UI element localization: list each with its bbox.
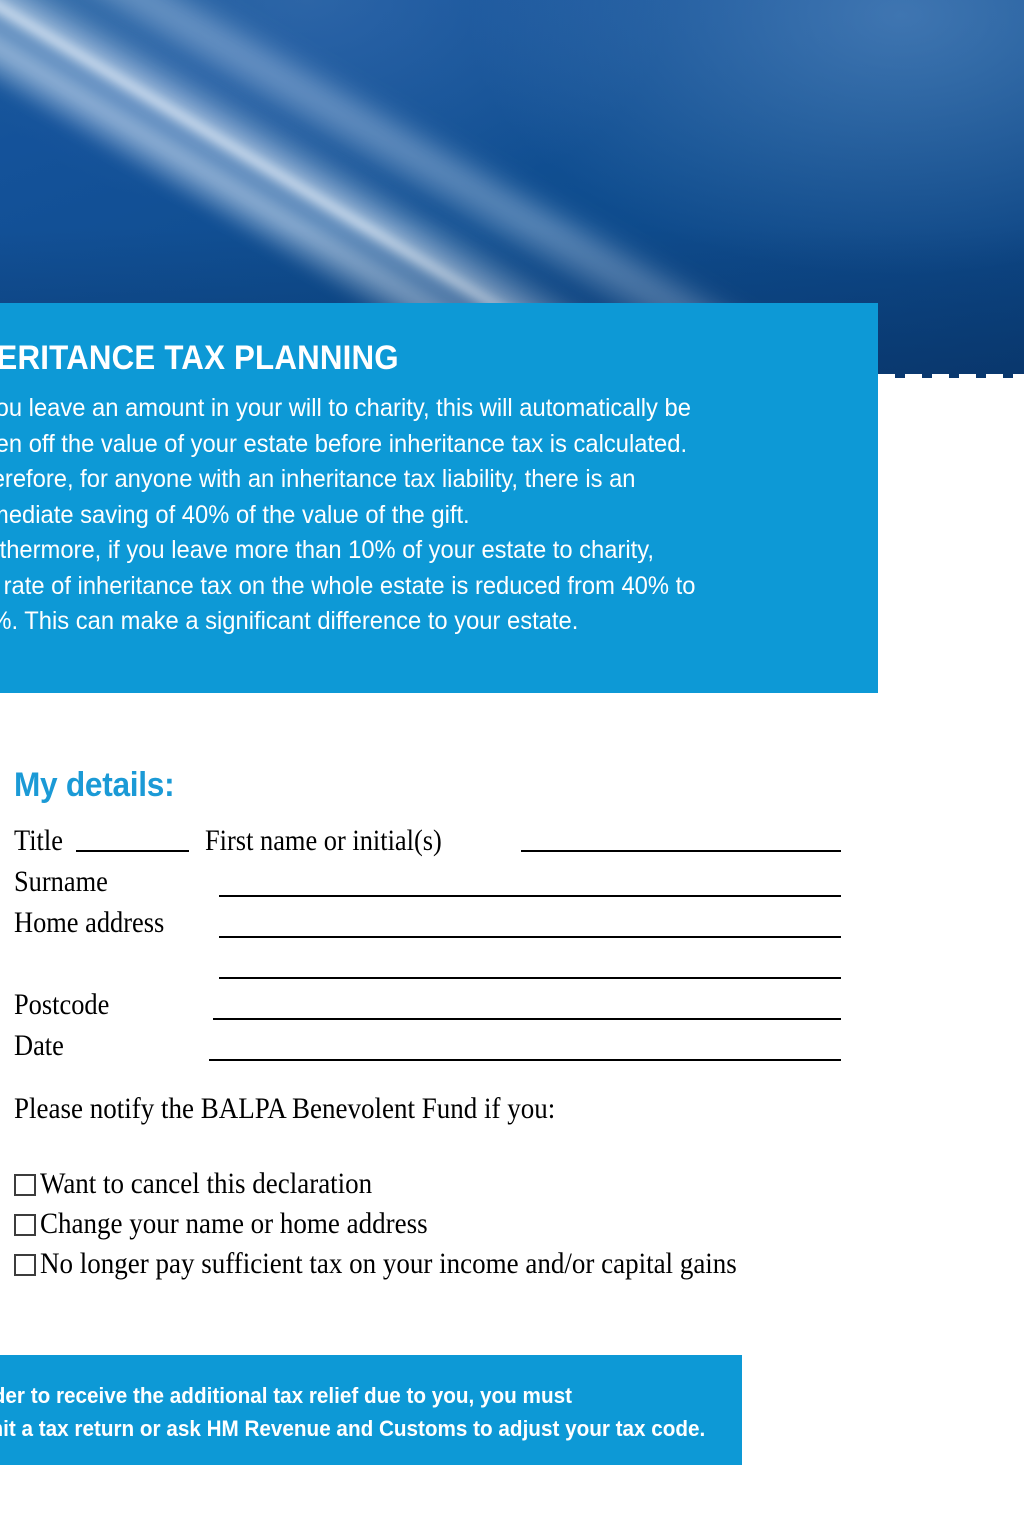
checkbox-icon[interactable] bbox=[14, 1174, 36, 1196]
panel-body-line: immediate saving of 40% of the value of … bbox=[0, 500, 470, 529]
home-address-label: Home address bbox=[14, 906, 165, 939]
checkbox-label: Want to cancel this declaration bbox=[40, 1167, 373, 1200]
form-row-date: Date bbox=[0, 1025, 1024, 1066]
panel-title: INHERITANCE TAX PLANNING bbox=[0, 339, 399, 377]
checkbox-label: No longer pay sufficient tax on your inc… bbox=[40, 1247, 737, 1280]
form-row-surname: Surname bbox=[0, 861, 1024, 902]
panel-body-line: If you leave an amount in your will to c… bbox=[0, 394, 691, 422]
home-address-input-line-2[interactable] bbox=[219, 977, 841, 979]
notify-checkbox-list: Want to cancel this declaration Change y… bbox=[0, 1164, 814, 1284]
inheritance-tax-panel: INHERITANCE TAX PLANNING If you leave an… bbox=[0, 303, 878, 693]
dashed-cut-line bbox=[878, 374, 1024, 380]
panel-body-line: the rate of inheritance tax on the whole… bbox=[0, 571, 696, 600]
checkbox-row-no-longer-pay-tax[interactable]: No longer pay sufficient tax on your inc… bbox=[0, 1244, 814, 1284]
surname-input-line[interactable] bbox=[219, 895, 841, 897]
checkbox-icon[interactable] bbox=[14, 1214, 36, 1236]
tax-relief-notice-line: submit a tax return or ask HM Revenue an… bbox=[0, 1416, 706, 1441]
panel-body-line: Therefore, for anyone with an inheritanc… bbox=[0, 465, 636, 493]
home-address-input-line-1[interactable] bbox=[219, 936, 841, 938]
form-row-home-address-2 bbox=[0, 943, 1024, 984]
checkbox-label: Change your name or home address bbox=[40, 1207, 428, 1240]
checkbox-row-cancel-declaration[interactable]: Want to cancel this declaration bbox=[0, 1164, 814, 1204]
date-input-line[interactable] bbox=[209, 1059, 841, 1061]
notify-heading: Please notify the BALPA Benevolent Fund … bbox=[14, 1092, 556, 1125]
postcode-input-line[interactable] bbox=[213, 1018, 841, 1020]
title-input-line[interactable] bbox=[76, 850, 189, 852]
first-name-input-line[interactable] bbox=[521, 850, 841, 852]
form-row-home-address: Home address bbox=[0, 902, 1024, 943]
surname-label: Surname bbox=[14, 865, 108, 898]
tax-relief-notice-strip: In order to receive the additional tax r… bbox=[0, 1355, 742, 1465]
title-label: Title bbox=[14, 824, 63, 857]
date-label: Date bbox=[14, 1029, 64, 1062]
first-name-label: First name or initial(s) bbox=[205, 824, 442, 857]
panel-body-line: 36%. This can make a significant differe… bbox=[0, 607, 579, 635]
postcode-label: Postcode bbox=[14, 988, 110, 1021]
form-row-title-firstname: Title First name or initial(s) bbox=[0, 820, 1024, 861]
my-details-heading: My details: bbox=[14, 766, 175, 804]
panel-body-line: taken off the value of your estate befor… bbox=[0, 429, 688, 458]
panel-body-line: Furthermore, if you leave more than 10% … bbox=[0, 536, 654, 564]
my-details-form: Title First name or initial(s) Surname H… bbox=[0, 820, 1024, 1066]
checkbox-icon[interactable] bbox=[14, 1254, 36, 1276]
checkbox-row-change-name-address[interactable]: Change your name or home address bbox=[0, 1204, 814, 1244]
tax-relief-notice-line: In order to receive the additional tax r… bbox=[0, 1383, 572, 1408]
panel-body: If you leave an amount in your will to c… bbox=[0, 391, 794, 640]
form-row-postcode: Postcode bbox=[0, 984, 1024, 1025]
